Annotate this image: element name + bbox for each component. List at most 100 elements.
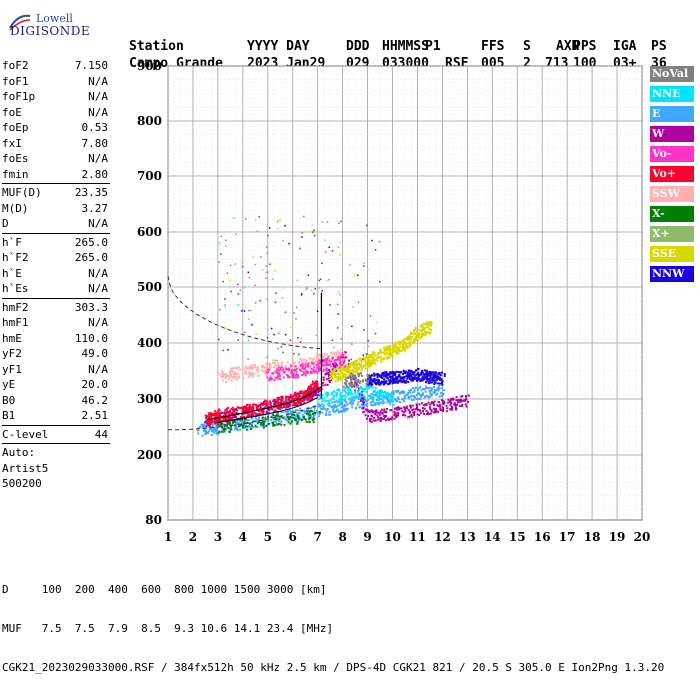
data-point: [401, 349, 404, 352]
data-point: [427, 331, 430, 334]
data-point: [235, 428, 238, 431]
data-point: [353, 376, 356, 379]
data-point: [243, 286, 246, 289]
data-point: [410, 332, 413, 335]
data-point: [391, 354, 394, 357]
data-point: [382, 381, 385, 384]
data-point: [279, 402, 282, 405]
data-point: [239, 428, 242, 431]
data-point: [319, 405, 322, 408]
y-tick-label: 500: [137, 280, 162, 294]
data-point: [371, 411, 374, 414]
data-point: [371, 386, 374, 389]
data-point: [395, 376, 398, 379]
data-point: [317, 391, 320, 394]
param-row: foE N/A: [2, 105, 110, 121]
data-point: [362, 402, 365, 405]
data-point: [373, 361, 376, 364]
data-point: [321, 394, 324, 397]
data-point: [423, 369, 426, 372]
data-point: [433, 385, 436, 388]
data-point: [312, 389, 315, 392]
data-point: [225, 328, 227, 330]
data-point: [344, 369, 347, 372]
header-label-1: YYYY DAY: [247, 39, 310, 54]
data-point: [228, 426, 231, 429]
data-point: [435, 376, 438, 379]
data-point: [214, 410, 217, 413]
data-point: [297, 401, 300, 404]
data-point: [297, 336, 299, 339]
param-row: fmin 2.80: [2, 167, 110, 183]
data-point: [354, 274, 356, 276]
param-name: fmin: [2, 167, 29, 181]
data-point: [284, 401, 287, 404]
data-point: [416, 338, 419, 341]
data-point: [409, 410, 412, 413]
data-point: [230, 426, 233, 429]
data-point: [211, 429, 214, 432]
data-point: [245, 428, 248, 431]
data-point: [299, 357, 302, 360]
data-point: [402, 347, 405, 350]
data-point: [366, 375, 369, 378]
data-point: [216, 420, 219, 423]
data-point: [210, 433, 213, 436]
data-point: [389, 409, 392, 412]
data-point: [280, 415, 283, 418]
data-point: [331, 397, 334, 400]
data-point: [363, 401, 366, 404]
data-point: [297, 395, 300, 398]
data-point: [237, 376, 240, 379]
data-point: [271, 413, 274, 416]
data-point: [225, 374, 228, 377]
data-point: [427, 382, 430, 385]
data-point: [305, 364, 308, 367]
data-point: [256, 367, 259, 370]
data-point: [268, 368, 271, 371]
data-point: [389, 417, 392, 420]
data-point: [267, 234, 269, 237]
data-point: [251, 416, 254, 419]
param-name: foF2: [2, 59, 29, 72]
data-point: [443, 373, 446, 376]
data-point: [409, 336, 412, 339]
data-point: [367, 360, 370, 363]
data-point: [210, 421, 213, 424]
data-point: [306, 399, 309, 402]
data-point: [223, 417, 226, 420]
data-point: [275, 416, 278, 419]
data-point: [413, 371, 416, 374]
param-row: M(D) 3.27: [2, 201, 110, 217]
data-point: [413, 373, 416, 376]
data-point: [402, 378, 405, 381]
data-point: [424, 390, 427, 393]
param-value: N/A: [88, 217, 108, 230]
data-point: [436, 392, 439, 395]
data-point: [337, 379, 340, 382]
data-point: [378, 417, 381, 420]
data-point: [235, 378, 238, 381]
data-point: [352, 306, 354, 308]
data-point: [263, 406, 266, 409]
data-point: [369, 377, 372, 380]
data-point: [214, 412, 217, 415]
data-point: [253, 373, 256, 376]
data-point: [269, 263, 271, 265]
data-point: [200, 423, 203, 426]
data-point: [429, 381, 432, 384]
data-point: [208, 430, 211, 433]
data-point: [416, 413, 419, 416]
data-point: [328, 413, 331, 416]
data-point: [335, 362, 338, 365]
data-point: [401, 398, 404, 401]
data-point: [465, 405, 468, 408]
data-point: [241, 416, 244, 419]
data-point: [208, 419, 211, 422]
data-point: [400, 390, 403, 393]
data-point: [344, 404, 347, 407]
data-point: [263, 372, 266, 375]
data-point: [267, 418, 270, 421]
data-point: [254, 420, 257, 423]
data-point: [388, 354, 391, 357]
